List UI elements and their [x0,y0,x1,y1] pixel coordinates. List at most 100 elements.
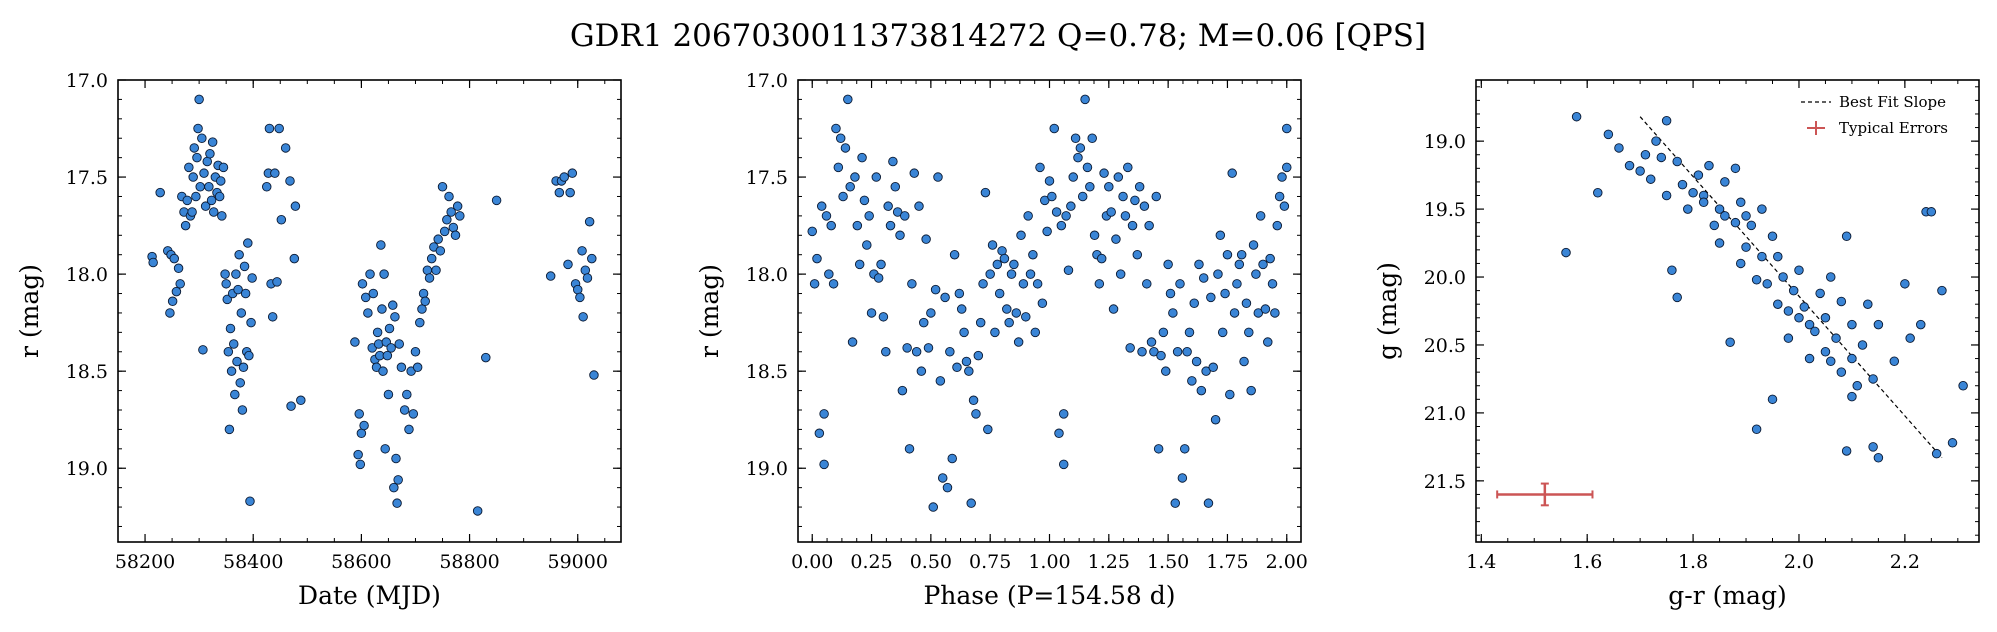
data-point [1815,288,1825,299]
data-point [1239,356,1249,367]
data-point [448,222,459,233]
data-point [907,279,917,289]
data-point [169,253,179,264]
data-point [1253,308,1264,318]
data-point [1189,298,1199,308]
data-point [412,362,423,373]
data-point [831,123,841,134]
data-point [218,162,229,173]
x-axis-label: Phase (P=154.58 d) [923,581,1175,610]
data-point [194,94,204,105]
data-point [234,249,244,260]
data-point [1215,230,1226,241]
data-point [1210,414,1221,425]
data-point [1265,253,1275,264]
data-point [1070,133,1081,143]
data-point [1672,156,1682,167]
data-point [567,168,578,178]
data-point [1194,259,1204,270]
data-point [1208,362,1218,373]
data-point [1947,438,1958,448]
data-point [1889,356,1900,367]
data-point [835,133,846,143]
data-point [224,424,235,435]
data-point [1163,259,1173,270]
data-point [446,207,456,217]
data-point [1820,347,1831,357]
data-point [852,220,863,231]
data-point [1751,424,1762,434]
data-point [854,259,865,270]
data-point [1080,94,1090,105]
data-point [245,496,255,506]
data-point [1656,152,1667,163]
x-tick-label: 58400 [223,551,283,573]
data-point [1725,337,1735,348]
data-point [1094,279,1105,289]
data-point [214,191,225,202]
data-point [916,366,927,376]
data-point [911,347,922,357]
data-point [1004,317,1014,328]
data-point [198,345,208,355]
data-point [819,409,829,419]
data-point [155,187,165,198]
data-point [1044,176,1055,186]
data-point [1234,259,1245,270]
data-point [472,506,483,516]
data-point [420,296,430,307]
data-point [1220,288,1230,299]
data-point [1279,201,1290,211]
data-point [243,238,253,248]
data-point [1836,367,1847,377]
y-tick-label: 21.5 [1424,471,1466,493]
data-point [404,424,414,435]
data-point [267,312,278,322]
data-point [247,273,257,283]
data-point [575,292,585,303]
data-point [1847,353,1857,364]
data-point [990,327,1000,338]
data-point [589,370,599,380]
data-point [890,182,901,192]
data-point [1153,444,1164,454]
x-tick-label: 1.75 [1206,551,1248,573]
data-point [1149,347,1159,357]
data-point [390,312,400,322]
data-point [382,350,393,361]
data-point [350,337,360,347]
data-point [418,288,429,299]
legend-entry-label: Best Fit Slope [1839,93,1946,111]
data-point [809,279,820,289]
data-point [285,176,295,186]
data-point [584,216,595,227]
data-point [481,352,491,363]
data-point [1040,195,1050,206]
y-tick-label: 17.5 [746,167,788,189]
data-point [235,378,245,388]
data-point [354,409,364,419]
data-point [1134,182,1145,192]
data-point [1158,327,1169,338]
data-point [1127,220,1138,231]
data-point [1810,326,1820,337]
data-point [1900,279,1910,289]
data-point [883,201,893,211]
data-point [1025,269,1036,279]
data-point [866,308,877,318]
data-point [1125,343,1135,353]
data-point [1058,459,1069,470]
data-point [1077,191,1088,202]
data-point [238,362,249,373]
data-point [904,444,915,454]
data-point [1958,380,1968,391]
data-point [384,323,395,334]
data-point [1730,163,1741,174]
data-point [1139,201,1150,211]
data-point [821,211,832,221]
y-tick-label: 19.0 [66,458,108,480]
x-tick-label: 1.8 [1678,551,1708,573]
data-point [565,187,575,198]
data-point [587,253,597,264]
